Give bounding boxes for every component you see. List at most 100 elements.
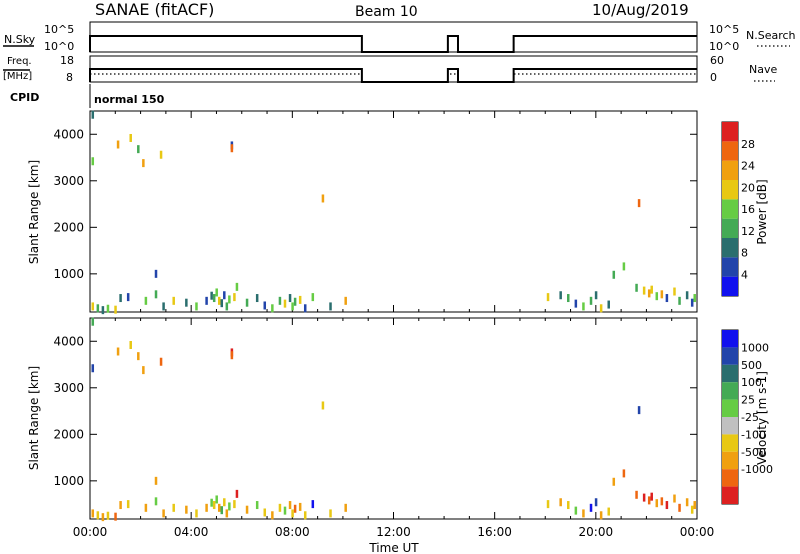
data-point (582, 509, 585, 518)
colorbar-segment (722, 276, 738, 296)
data-point (205, 296, 208, 305)
data-point (101, 306, 105, 315)
colorbar-segment (722, 434, 738, 452)
data-point (647, 289, 651, 298)
data-point (91, 157, 95, 166)
data-point (96, 511, 100, 520)
data-point (288, 294, 292, 303)
colorbar-tick-label: -1000 (741, 463, 773, 476)
data-point (599, 511, 603, 520)
data-point (546, 293, 550, 302)
data-point (622, 469, 626, 478)
freq-unit: [MHz] (3, 71, 32, 82)
y-tick-label: 3000 (53, 174, 84, 188)
colorbar-segment (722, 199, 738, 219)
data-point (599, 304, 603, 313)
nave-tick-top: 60 (710, 54, 724, 67)
data-point (101, 513, 105, 522)
data-point (673, 287, 676, 296)
colorbar-segment (722, 122, 738, 142)
data-point (119, 294, 122, 303)
nsky-label: N.Sky (4, 33, 36, 46)
data-point (612, 270, 616, 279)
data-point (650, 492, 653, 501)
colorbar-segment (722, 451, 738, 470)
data-point (154, 269, 158, 278)
colorbar-tick-label: -500 (741, 446, 766, 459)
data-point (245, 298, 249, 307)
data-point (690, 298, 694, 307)
colorbar-segment (722, 141, 738, 161)
data-point (230, 351, 234, 360)
data-point (685, 291, 689, 300)
data-point (589, 296, 593, 305)
velocity-y-axis: 1000 2000 3000 4000 (53, 334, 697, 488)
date-title: 10/Aug/2019 (592, 1, 689, 19)
data-point (245, 505, 249, 514)
colorbar-tick-label: 24 (741, 160, 755, 173)
data-point (329, 509, 332, 518)
colorbar-segment (722, 257, 738, 277)
data-point (329, 302, 332, 311)
velocity-data-points (91, 317, 696, 522)
data-point (655, 499, 659, 508)
data-point (129, 133, 132, 142)
data-point (582, 302, 585, 311)
data-point (223, 291, 226, 300)
data-point (142, 366, 145, 375)
data-point (291, 302, 294, 311)
data-point (255, 294, 259, 303)
data-point (574, 506, 578, 515)
nsky-panel: N.Sky 10^5 10^0 10^5 10^0 N.Search (3, 21, 796, 53)
data-point (220, 506, 224, 515)
data-point (210, 498, 213, 507)
data-point (344, 503, 347, 512)
power-y-axis: 1000 2000 3000 4000 (53, 127, 697, 281)
data-point (263, 508, 267, 517)
power-colorbar: 4 8 12 16 20 24 28 (722, 122, 755, 296)
y-tick-label: 1000 (53, 474, 84, 488)
x-tick-label: 08:00 (275, 525, 310, 539)
data-point (298, 295, 302, 304)
data-point (642, 286, 646, 295)
power-panel: 1000 2000 3000 4000 Slant Range [km] 4 8 12 16… (27, 110, 769, 315)
x-tick-label: 20:00 (579, 525, 614, 539)
data-point (212, 294, 216, 303)
data-point (567, 501, 570, 510)
colorbar-tick-label: 8 (741, 247, 748, 260)
data-point (185, 505, 188, 514)
data-point (693, 501, 696, 510)
power-plot-frame (89, 110, 698, 313)
data-point (162, 509, 165, 518)
data-point (321, 401, 325, 410)
data-point (172, 503, 175, 512)
velocity-plot-frame (89, 317, 698, 520)
nsearch-tick-bottom: 10^0 (709, 40, 739, 53)
data-point (311, 293, 315, 302)
data-point (235, 282, 239, 291)
nsearch-tick-top: 10^5 (709, 23, 739, 36)
data-point (665, 294, 669, 303)
data-point (129, 340, 132, 349)
colorbar-tick-label: -25 (741, 411, 759, 424)
data-point (303, 304, 307, 313)
colorbar-segment (722, 417, 738, 435)
station-title: SANAE (fitACF) (95, 0, 214, 19)
data-point (154, 476, 158, 485)
colorbar-segment (722, 364, 738, 383)
data-point (589, 503, 593, 512)
data-point (126, 293, 130, 302)
data-point (594, 291, 598, 300)
freq-panel: Freq. [MHz] 18 8 60 0 Nave (3, 54, 777, 84)
cpid-label: CPID (10, 91, 39, 104)
data-point (298, 502, 302, 511)
data-point (607, 507, 610, 516)
y-tick-label: 3000 (53, 381, 84, 395)
data-point (678, 503, 681, 512)
data-point (278, 296, 282, 305)
y-tick-label: 4000 (53, 334, 84, 348)
data-point (114, 512, 117, 521)
y-tick-label: 2000 (53, 427, 84, 441)
data-point (96, 304, 100, 313)
freq-label: Freq. (7, 56, 32, 67)
